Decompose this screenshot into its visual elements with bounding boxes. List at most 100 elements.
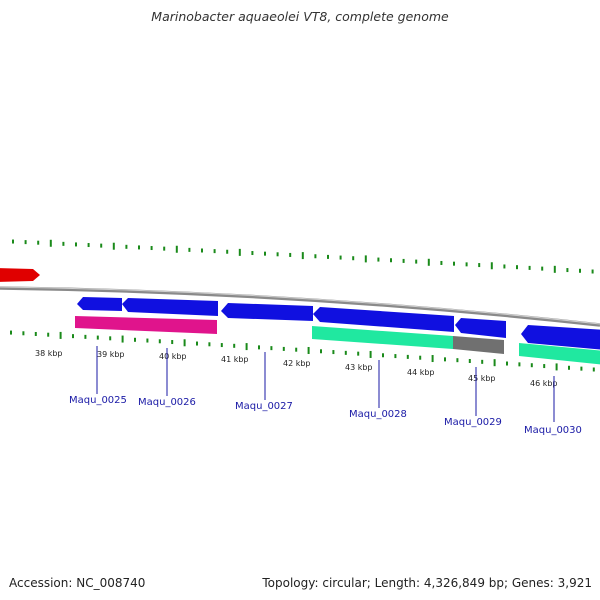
gene-label: Maqu_0027: [235, 401, 293, 412]
gene-label: Maqu_0026: [138, 397, 196, 408]
gc-skew-outer-tick: [591, 269, 594, 274]
cds-arrow-maqu-0026: [122, 298, 218, 316]
kbp-tick-label: 43 kbp: [345, 363, 373, 372]
gc-skew-outer-tick: [226, 249, 229, 254]
gc-skew-inner-tick: [332, 350, 335, 355]
gc-skew-inner-tick: [468, 359, 471, 364]
cog-bar-maqu-0030: [519, 343, 600, 365]
gc-skew-inner-tick: [121, 335, 124, 343]
gc-skew-inner-tick: [456, 358, 459, 363]
gc-skew-outer-tick: [503, 264, 506, 269]
gc-skew-outer-tick: [87, 243, 90, 248]
gc-skew-inner-tick: [295, 347, 298, 352]
gc-skew-inner-tick: [258, 345, 260, 350]
gc-skew-inner-tick: [419, 355, 422, 360]
gc-skew-outer-tick: [478, 263, 481, 268]
gc-skew-outer-tick: [541, 266, 544, 271]
gc-skew-inner-tick: [382, 353, 384, 358]
gc-skew-inner-tick: [481, 359, 484, 364]
gc-skew-inner-tick: [245, 343, 248, 351]
gc-skew-outer-tick: [37, 240, 40, 245]
gc-skew-outer-tick: [62, 241, 65, 246]
kbp-tick-label: 39 kbp: [97, 350, 125, 359]
gc-skew-inner-tick: [431, 355, 434, 363]
gc-skew-inner-tick: [208, 342, 211, 347]
gc-skew-inner-tick: [307, 346, 310, 354]
gc-skew-outer-tick: [566, 268, 569, 273]
gc-skew-outer-tick: [490, 262, 493, 270]
gc-skew-outer-tick: [339, 255, 342, 260]
cds-arrow-maqu-0025: [77, 297, 122, 311]
gc-skew-inner-tick: [543, 364, 546, 369]
gc-skew-outer-tick: [390, 258, 392, 263]
gc-skew-outer-tick: [440, 260, 443, 265]
gc-skew-inner-tick: [34, 331, 37, 336]
gc-skew-outer-tick: [238, 248, 241, 256]
gc-skew-inner-tick: [444, 357, 446, 362]
kbp-tick-label: 41 kbp: [221, 355, 249, 364]
gene-label: Maqu_0028: [349, 409, 407, 420]
gc-skew-outer-tick: [49, 239, 52, 247]
cog-bar-maqu-0028: [312, 326, 453, 349]
gc-skew-outer-tick: [465, 262, 468, 267]
gc-skew-inner-tick: [134, 337, 136, 342]
gc-skew-outer-tick: [12, 239, 14, 244]
gc-skew-inner-tick: [580, 366, 583, 371]
gc-skew-outer-tick: [188, 247, 191, 252]
kbp-tick-label: 44 kbp: [407, 368, 435, 377]
cds-arrow-maqu-0030: [521, 325, 600, 350]
gc-skew-inner-tick: [518, 362, 521, 367]
cds-arrow-maqu-0028: [313, 307, 454, 332]
gc-skew-outer-tick: [24, 240, 27, 245]
gc-skew-inner-tick: [592, 367, 595, 372]
gene-label: Maqu_0029: [444, 417, 502, 428]
gc-skew-outer-tick: [175, 245, 178, 253]
gc-skew-inner-track: [10, 330, 595, 372]
gc-skew-inner-tick: [369, 350, 372, 358]
gene-label: Maqu_0025: [69, 395, 127, 406]
cog-bar-maqu-0029: [453, 336, 504, 354]
gc-skew-outer-tick: [125, 244, 128, 249]
gc-skew-outer-tick: [427, 258, 430, 266]
gene-labels: Maqu_0025 Maqu_0026 Maqu_0027 Maqu_0028 Maqu…: [69, 346, 582, 436]
cog-bar-maqu-0025-0026: [75, 316, 217, 334]
gc-skew-outer-tick: [528, 265, 531, 270]
gc-skew-inner-tick: [158, 339, 161, 344]
accession-label: Accession: NC_008740: [9, 576, 146, 590]
gene-label: Maqu_0030: [524, 425, 582, 436]
kbp-axis: 38 kbp 39 kbp 40 kbp 41 kbp 42 kbp 43 kbp 44 k…: [35, 349, 558, 388]
gc-skew-outer-tick: [150, 246, 153, 251]
gc-skew-inner-tick: [10, 330, 12, 335]
gc-skew-outer-tick: [289, 252, 292, 257]
gc-skew-inner-tick: [320, 349, 322, 354]
gc-skew-outer-tick: [377, 257, 380, 262]
gc-skew-outer-tick: [251, 251, 254, 256]
gc-skew-inner-tick: [196, 341, 198, 346]
gc-skew-inner-tick: [568, 365, 570, 370]
gc-skew-outer-track: [12, 239, 594, 274]
gc-skew-outer-tick: [264, 251, 266, 256]
gc-skew-inner-tick: [109, 336, 112, 341]
gc-skew-inner-tick: [233, 343, 236, 348]
gc-skew-outer-tick: [352, 256, 355, 261]
gc-skew-inner-tick: [530, 363, 533, 368]
gc-skew-outer-tick: [112, 242, 115, 250]
gc-skew-inner-tick: [183, 339, 186, 347]
genome-summary-label: Topology: circular; Length: 4,326,849 bp…: [262, 576, 592, 590]
backbone-ring: [0, 286, 600, 327]
gc-skew-outer-tick: [163, 246, 166, 251]
gc-skew-outer-tick: [516, 265, 518, 270]
gc-skew-inner-tick: [394, 354, 397, 359]
cds-arrow-maqu-0027: [221, 303, 313, 321]
gc-skew-inner-tick: [506, 361, 508, 366]
gc-skew-outer-tick: [213, 249, 216, 254]
gc-skew-inner-tick: [59, 331, 62, 339]
gc-skew-inner-tick: [555, 363, 558, 371]
gc-skew-inner-tick: [22, 331, 25, 336]
gc-skew-inner-tick: [47, 332, 50, 337]
gc-skew-outer-tick: [327, 254, 329, 259]
partial-feature-arrow: [0, 268, 40, 282]
kbp-tick-label: 42 kbp: [283, 359, 311, 368]
